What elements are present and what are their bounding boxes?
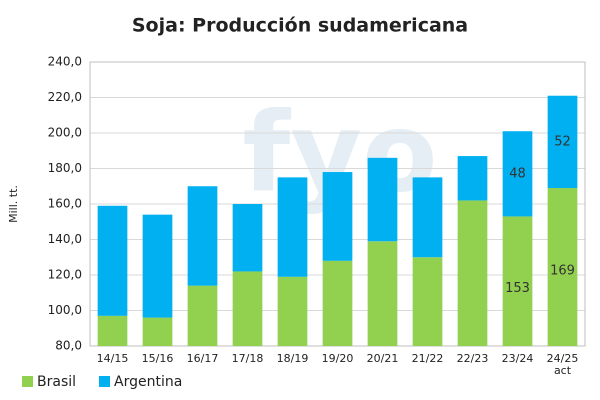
bar-segment [322, 172, 353, 261]
bar-segment [187, 186, 218, 286]
bar-segment [232, 271, 263, 346]
bar-segment [367, 241, 398, 346]
legend-label: Brasil [37, 374, 76, 390]
bar-segment [412, 257, 443, 346]
y-tick-label: 220,0 [48, 90, 82, 104]
data-label: 52 [554, 134, 571, 149]
x-tick-label: 18/19 [276, 352, 309, 365]
y-tick-label: 100,0 [48, 303, 82, 317]
data-label: 153 [505, 281, 530, 296]
y-tick-label: 160,0 [48, 197, 82, 211]
x-tick-label: 16/17 [186, 352, 219, 365]
bar-segment [457, 200, 488, 346]
x-tick-label: 20/21 [366, 352, 399, 365]
x-tick-label: 21/22 [411, 352, 444, 365]
bar-segment [322, 260, 353, 346]
x-tick-label: 17/18 [231, 352, 264, 365]
bar-segment [277, 177, 308, 277]
bar-segment [97, 315, 128, 346]
bar-segment [187, 285, 218, 346]
x-tick-label: 14/15 [96, 352, 129, 365]
bar-segment [547, 188, 578, 346]
legend-swatch [22, 376, 33, 387]
bar-segment [502, 216, 533, 346]
bar-segment [457, 156, 488, 201]
y-axis-label: Mill. tt. [7, 185, 20, 223]
bar-segment [502, 131, 533, 217]
bar-segment [547, 95, 578, 189]
chart-title: Soja: Producción sudamericana [132, 15, 468, 37]
x-tick-label: 22/23 [456, 352, 489, 365]
bar-segment [232, 204, 263, 272]
bar-segment [412, 177, 443, 258]
y-tick-label: 200,0 [48, 126, 82, 140]
bar-segment [142, 317, 173, 346]
bar-segment [142, 214, 173, 318]
bar-segment [367, 157, 398, 242]
y-tick-label: 240,0 [48, 55, 82, 69]
legend-label: Argentina [114, 374, 182, 390]
x-tick-label: 24/25 act [546, 352, 579, 377]
y-tick-label: 80,0 [55, 339, 82, 353]
x-tick-label: 23/24 [501, 352, 534, 365]
bar-segment [97, 205, 128, 316]
x-tick-label: 19/20 [321, 352, 354, 365]
y-tick-label: 180,0 [48, 161, 82, 175]
y-tick-label: 120,0 [48, 268, 82, 282]
legend-swatch [99, 376, 111, 387]
data-label: 48 [509, 166, 526, 181]
bar-segment [277, 276, 308, 346]
y-tick-label: 140,0 [48, 232, 82, 246]
data-label: 169 [550, 264, 575, 279]
x-tick-label: 15/16 [141, 352, 174, 365]
